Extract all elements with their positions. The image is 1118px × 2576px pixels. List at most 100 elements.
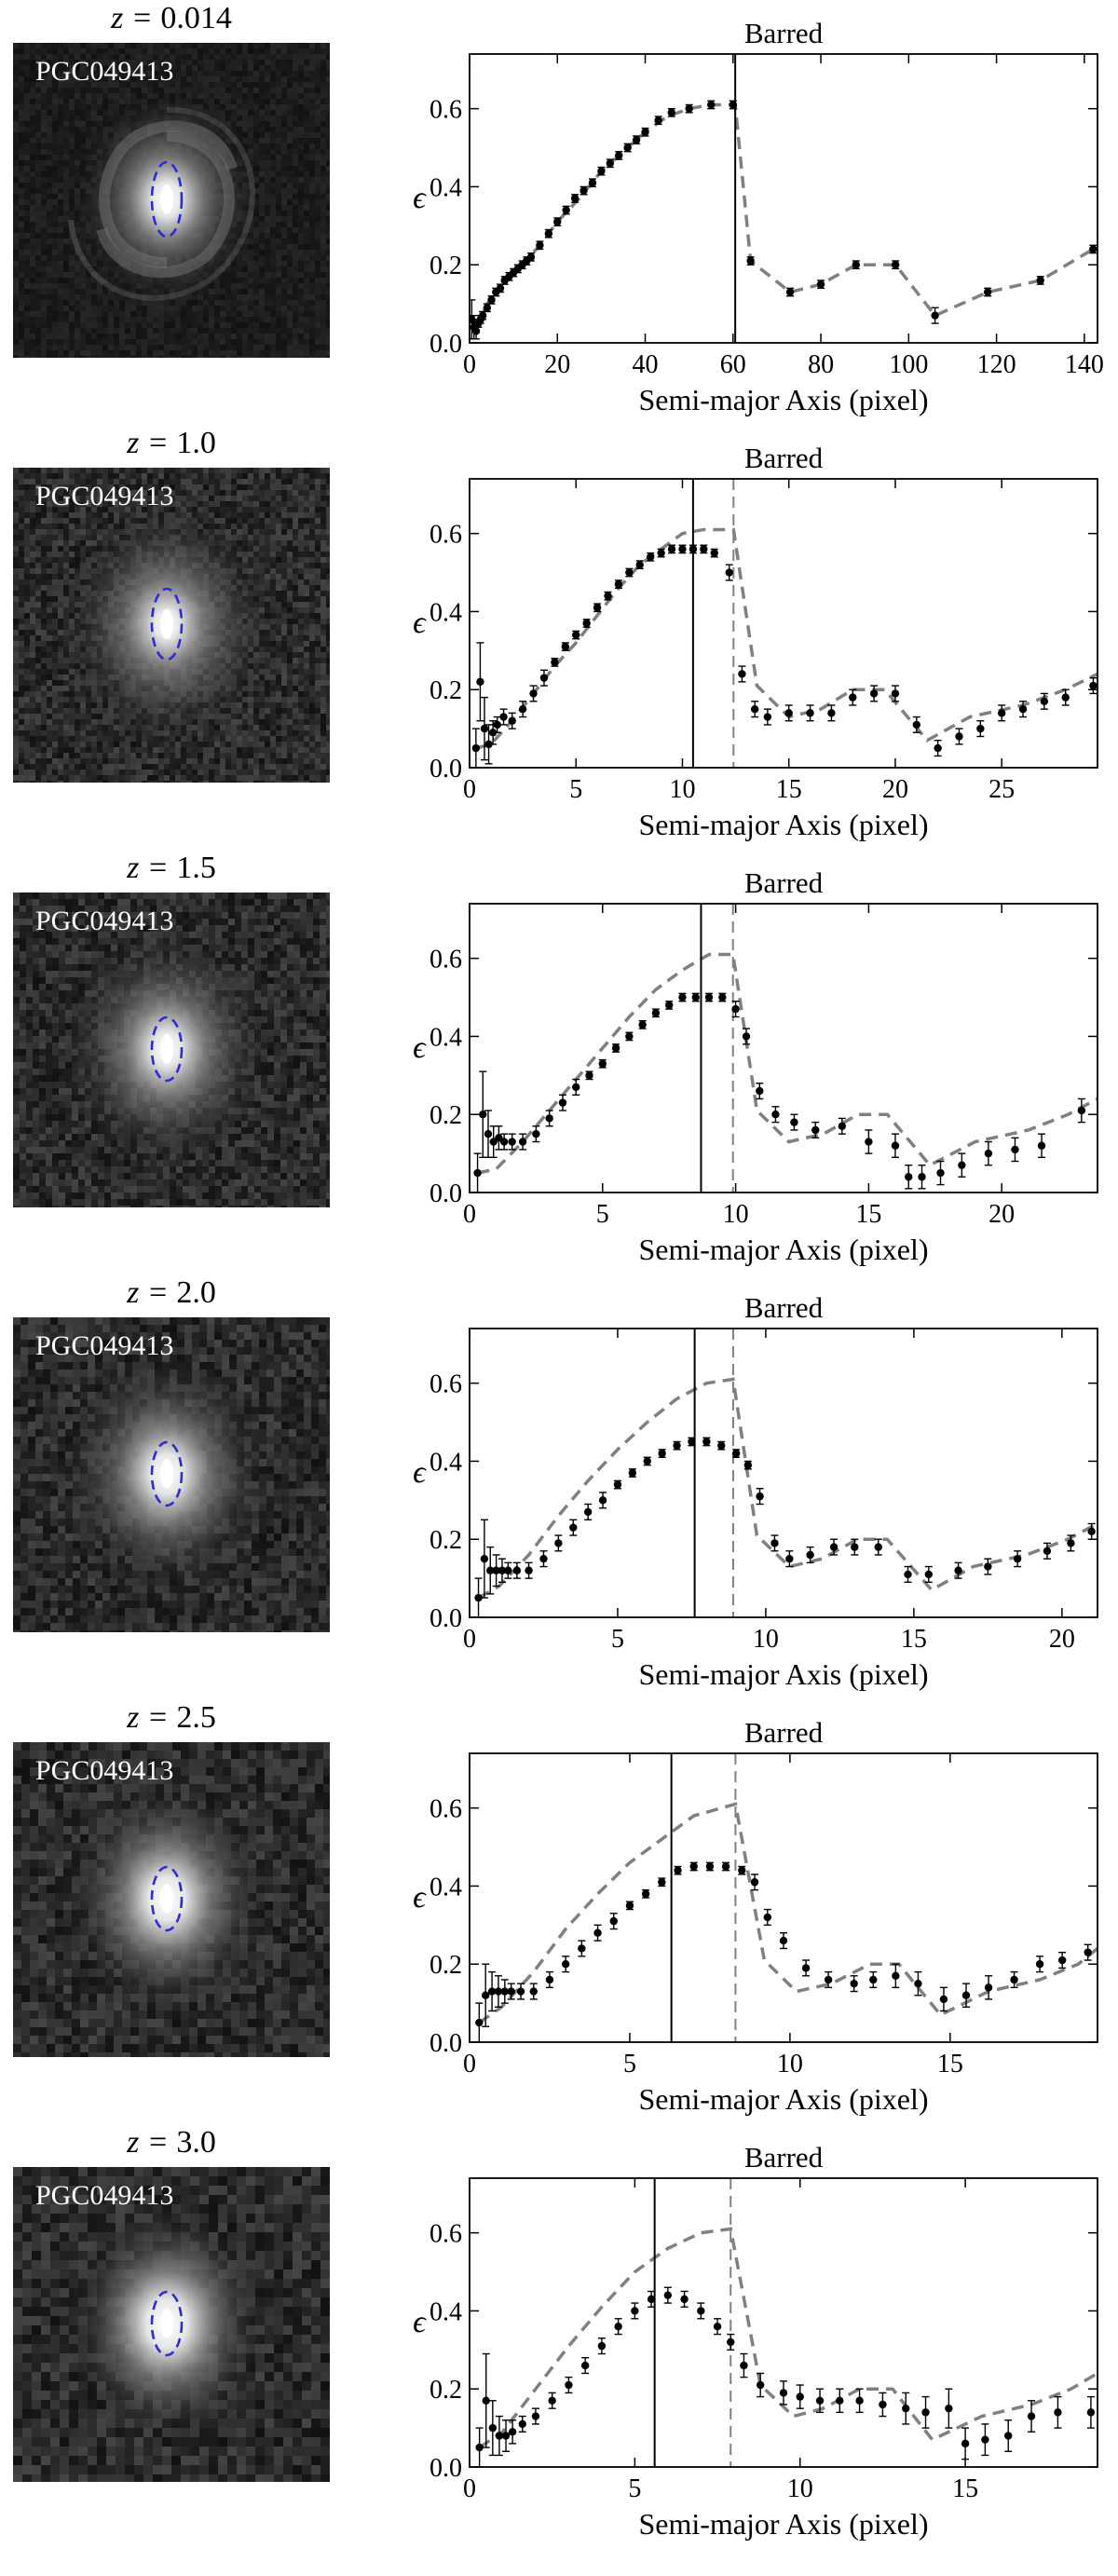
data-point — [483, 303, 492, 313]
data-marker — [936, 1168, 945, 1178]
x-tick-label: 20 — [988, 1200, 1015, 1229]
data-marker — [483, 304, 492, 312]
redshift-label: z = 1.5 — [13, 850, 330, 887]
data-marker — [961, 1991, 971, 1999]
data-point — [484, 724, 493, 765]
data-point — [997, 704, 1006, 722]
data-point — [955, 728, 963, 745]
data-point — [539, 1550, 548, 1568]
data-point — [545, 1110, 553, 1127]
data-point — [824, 1970, 833, 1989]
data-point — [496, 283, 505, 293]
data-marker — [955, 732, 963, 741]
data-marker — [508, 2428, 517, 2436]
data-point — [516, 1983, 525, 2000]
data-point — [891, 260, 900, 270]
data-point — [984, 1975, 993, 2000]
chart-title: Barred — [744, 1716, 824, 1749]
data-point — [492, 1554, 500, 1588]
data-marker — [934, 743, 942, 753]
data-marker — [1011, 1145, 1019, 1154]
data-marker — [721, 1862, 730, 1871]
reference-profile-line — [478, 2227, 1098, 2449]
data-point — [678, 544, 687, 554]
bar-ellipse-overlay — [150, 587, 184, 661]
data-marker — [667, 545, 676, 553]
panel-row: z = 2.0 PGC049413 Barred 0 5 10 15 20 0.0 0.2 0.4 0… — [0, 1274, 1118, 1699]
data-marker — [827, 709, 836, 717]
data-marker — [518, 1138, 527, 1146]
plot-frame — [469, 1752, 1098, 2043]
data-point — [892, 1963, 900, 1989]
data-point — [526, 252, 536, 262]
data-point — [611, 1043, 620, 1053]
data-marker — [806, 1550, 814, 1560]
galaxy-image: PGC049413 — [13, 2167, 330, 2482]
data-marker — [924, 1570, 933, 1579]
data-marker — [487, 295, 496, 305]
data-point — [1054, 2395, 1062, 2429]
galaxy-core — [160, 609, 173, 639]
data-marker — [945, 2404, 953, 2413]
y-tick-label: 0.4 — [429, 2297, 462, 2326]
data-marker — [572, 631, 580, 639]
data-point — [475, 2427, 484, 2467]
data-marker — [851, 1543, 859, 1551]
data-marker — [939, 1995, 948, 2004]
panel-row: z = 3.0 PGC049413 Barred 0 5 10 15 0.0 0.2 0.4 0.6… — [0, 2124, 1118, 2549]
data-marker — [691, 993, 700, 1002]
data-point — [697, 2302, 705, 2320]
data-marker — [1077, 1106, 1086, 1115]
data-marker — [504, 1566, 512, 1574]
data-marker — [598, 1496, 607, 1505]
galaxy-name-label: PGC049413 — [35, 2180, 173, 2211]
data-marker — [658, 1878, 666, 1887]
data-point — [738, 1865, 746, 1875]
data-marker — [657, 549, 665, 557]
x-tick-label: 5 — [596, 1200, 609, 1229]
x-tick-label: 20 — [882, 775, 908, 804]
data-marker — [500, 1987, 510, 1996]
chart-title: Barred — [744, 2141, 824, 2174]
data-point — [705, 1861, 715, 1872]
data-marker — [700, 545, 708, 553]
data-marker — [815, 2396, 825, 2405]
data-point — [512, 1561, 522, 1579]
data-point — [518, 1133, 527, 1151]
chart-title: Barred — [744, 442, 824, 474]
data-marker — [1036, 276, 1044, 285]
data-point — [588, 178, 597, 188]
data-point — [1089, 676, 1098, 695]
ellipticity-chart: Barred 0 5 10 15 20 25 0.0 0.2 0.4 0.6 Semi-major A… — [413, 442, 1098, 841]
data-marker — [713, 2322, 722, 2331]
y-tick-label: 0.6 — [429, 1795, 462, 1824]
data-marker — [544, 229, 553, 238]
data-point — [570, 194, 579, 203]
data-point — [958, 1152, 966, 1178]
data-marker — [658, 1449, 666, 1458]
data-point — [815, 2388, 825, 2414]
data-marker — [705, 1862, 715, 1871]
y-axis-label: ϵ — [413, 1030, 427, 1065]
data-point — [731, 1001, 740, 1018]
data-marker — [488, 729, 498, 737]
redshift-prefix: z = — [111, 1, 161, 35]
data-marker — [641, 1889, 650, 1899]
galaxy-core — [160, 1459, 173, 1489]
data-point — [525, 1561, 533, 1579]
data-point — [551, 658, 559, 667]
y-tick-label: 0.6 — [429, 946, 462, 975]
y-axis-label: ϵ — [413, 2305, 427, 2339]
data-point — [713, 2318, 722, 2336]
data-point — [471, 728, 481, 768]
galaxy-image: PGC049413 — [13, 1742, 330, 2057]
data-marker — [997, 709, 1006, 717]
panel-row: z = 0.014 PGC049413 Barred 0 20 40 60 80 100 120 1… — [0, 0, 1118, 425]
data-point — [561, 642, 570, 652]
x-axis-label: Semi-major Axis (pixel) — [638, 2507, 928, 2541]
data-point — [625, 567, 634, 578]
data-marker — [647, 552, 655, 561]
data-marker — [1013, 1554, 1022, 1563]
data-point — [501, 2419, 511, 2452]
data-point — [756, 1083, 764, 1100]
